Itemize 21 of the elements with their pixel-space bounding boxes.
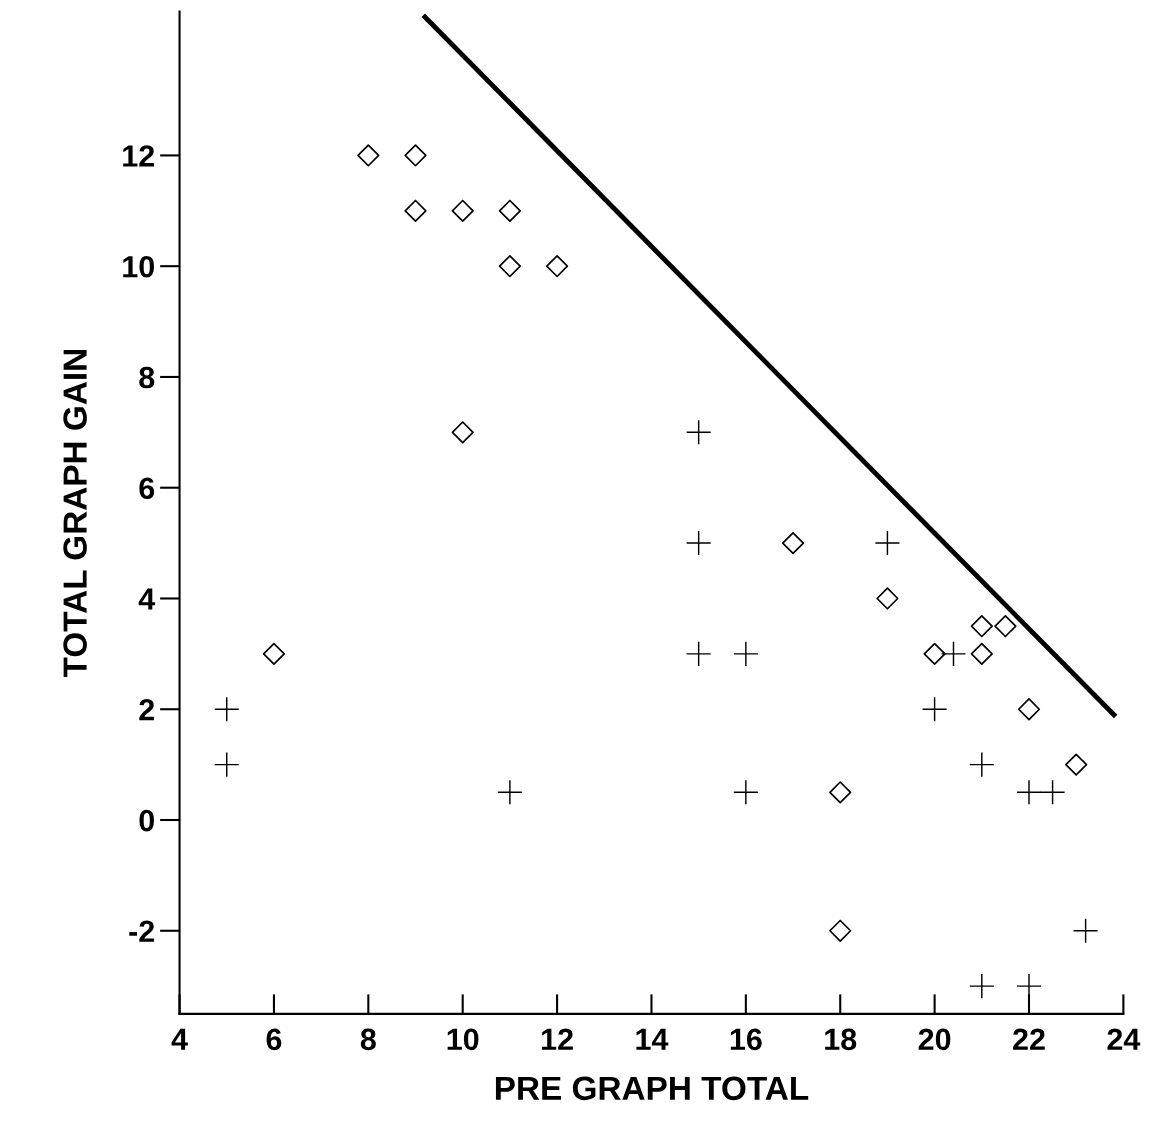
y-tick-label: 10 xyxy=(123,255,154,278)
x-tick-label: 6 xyxy=(266,1028,282,1051)
x-tick-label: 12 xyxy=(542,1028,573,1050)
x-tick-label: 24 xyxy=(1107,1028,1141,1050)
x-tick-label: 8 xyxy=(360,1028,376,1051)
y-tick-label: 2 xyxy=(139,698,155,721)
y-tick-label: 4 xyxy=(138,588,156,610)
x-tick-label: 10 xyxy=(447,1028,479,1051)
x-tick-label: 14 xyxy=(636,1028,669,1050)
y-axis-title: TOTAL GRAPH GAIN xyxy=(63,350,87,678)
x-tick-label: 4 xyxy=(171,1028,188,1050)
x-tick-label: 22 xyxy=(1013,1028,1045,1050)
x-tick-label: 16 xyxy=(730,1028,762,1051)
y-tick-label: -2 xyxy=(129,920,155,942)
y-tick-label: 8 xyxy=(139,366,155,389)
x-tick-label: 20 xyxy=(918,1028,951,1051)
y-tick-label: 12 xyxy=(123,145,155,167)
y-tick-label: 0 xyxy=(139,809,154,832)
x-axis-title: PRE GRAPH TOTAL xyxy=(495,1076,809,1101)
y-tick-label: 6 xyxy=(139,477,155,500)
x-tick-label: 18 xyxy=(825,1028,857,1051)
